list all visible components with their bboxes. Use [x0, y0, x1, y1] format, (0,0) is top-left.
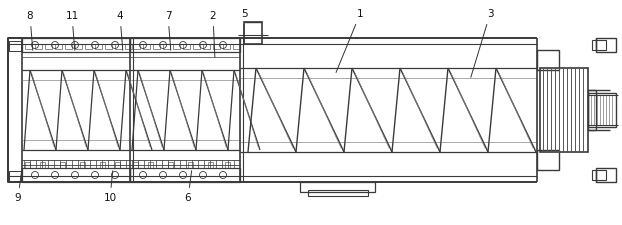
Bar	[25, 162, 30, 168]
Bar	[130, 168, 240, 182]
Bar	[125, 44, 132, 49]
Bar	[8, 38, 22, 182]
Bar	[537, 50, 559, 70]
Bar	[225, 162, 230, 168]
Text: 7: 7	[165, 11, 171, 50]
Text: 6: 6	[185, 171, 192, 203]
Text: 2: 2	[210, 11, 216, 57]
Bar	[223, 44, 230, 49]
Bar	[233, 44, 240, 49]
Bar	[153, 44, 160, 49]
Bar	[592, 170, 606, 180]
Text: 3: 3	[471, 9, 493, 77]
Text: 4: 4	[117, 11, 123, 50]
Bar	[148, 162, 153, 168]
Bar	[244, 22, 262, 44]
Bar	[115, 162, 120, 168]
Bar	[45, 44, 52, 49]
Bar	[592, 40, 606, 50]
Bar	[133, 44, 140, 49]
Bar	[60, 162, 65, 168]
Bar	[105, 44, 112, 49]
Bar	[115, 44, 122, 49]
Bar	[55, 44, 62, 49]
Bar	[100, 162, 105, 168]
Bar	[40, 162, 45, 168]
Bar	[95, 44, 102, 49]
Bar	[300, 182, 375, 192]
Text: 1: 1	[336, 9, 363, 72]
Bar	[133, 162, 138, 168]
Bar	[143, 44, 150, 49]
Bar	[213, 44, 220, 49]
Bar	[85, 44, 92, 49]
Bar	[9, 171, 21, 181]
Bar	[188, 162, 193, 168]
Bar	[9, 41, 21, 51]
Bar	[537, 150, 559, 170]
Bar	[80, 162, 85, 168]
Bar	[22, 38, 130, 52]
Text: 11: 11	[65, 11, 78, 50]
Bar	[596, 38, 616, 52]
Text: 9: 9	[15, 171, 22, 203]
Bar	[208, 162, 213, 168]
Text: 10: 10	[103, 171, 116, 203]
Bar	[193, 44, 200, 49]
Bar	[35, 44, 42, 49]
Text: 5: 5	[241, 9, 248, 42]
Bar	[168, 162, 173, 168]
Bar	[25, 44, 32, 49]
Bar	[173, 44, 180, 49]
Bar	[183, 44, 190, 49]
Bar	[75, 44, 82, 49]
Bar	[163, 44, 170, 49]
Bar	[588, 90, 596, 130]
Bar	[596, 168, 616, 182]
Bar	[308, 190, 368, 196]
Bar	[588, 93, 616, 127]
Bar	[22, 168, 130, 182]
Bar	[65, 44, 72, 49]
Bar	[540, 68, 588, 152]
Bar	[130, 38, 240, 52]
Text: 8: 8	[27, 11, 34, 50]
Bar	[203, 44, 210, 49]
